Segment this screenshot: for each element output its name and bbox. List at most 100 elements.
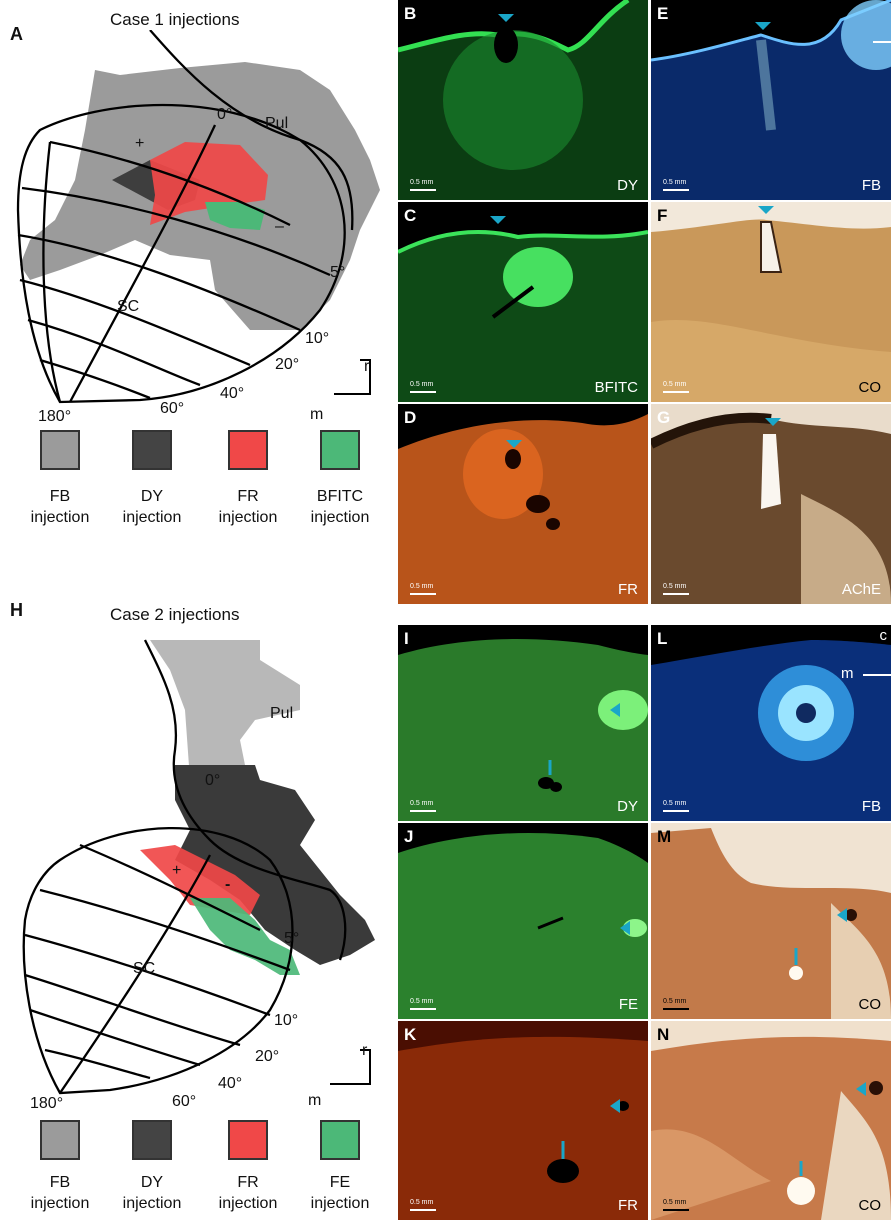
case1-deg-10: 10° <box>305 330 330 347</box>
case2-sc-map-diagram <box>22 639 375 1095</box>
panel-label-a: A <box>10 24 23 44</box>
case1-pul-label: Pul <box>265 115 289 132</box>
case1-deg-5: 5° <box>330 264 346 281</box>
stain-label: CO <box>858 1197 882 1214</box>
legend-swatch-fb <box>40 430 80 470</box>
case2-deg-180: 180° <box>30 1095 64 1112</box>
arrowhead-icon <box>610 1099 620 1113</box>
legend-label-fr: FR injection <box>218 1174 278 1212</box>
photo-label: N <box>657 1025 670 1044</box>
scale-bar: 0.5 mm <box>663 998 690 1010</box>
photo-panel-c: C BFITC 0.5 mm <box>398 202 648 402</box>
photo-panel-k: K FR 0.5 mm <box>398 1021 648 1220</box>
scale-bar: 0.5 mm <box>410 583 437 595</box>
photo-panel-g: G AChE 0.5 mm <box>651 404 891 604</box>
legend-label-dy: DY injection <box>122 488 182 526</box>
photo-panel-b: B DY 0.5 mm <box>398 0 648 200</box>
photo-panel-l: L c m FB 0.5 mm <box>651 625 891 821</box>
bfitc-injection-region <box>205 202 265 230</box>
sc-outline <box>16 103 346 404</box>
stain-label: FR <box>618 581 638 598</box>
case1-deg-0: 0° <box>217 106 233 123</box>
case1-sc-map-diagram <box>16 30 380 404</box>
arrowhead-icon <box>837 908 847 922</box>
arrowhead-icon <box>856 1082 866 1096</box>
photo-label: M <box>657 827 672 846</box>
legend-label-dy: DY injection <box>122 1174 182 1212</box>
scale-bar: 0.5 mm <box>663 1199 690 1211</box>
arrowhead-icon <box>610 703 620 717</box>
fe-injection-region <box>190 898 300 975</box>
case2-deg-20: 20° <box>255 1048 280 1065</box>
scale-bar: 0.5 mm <box>410 381 437 393</box>
legend-label-fb: FB injection <box>30 1174 90 1212</box>
arrowhead-icon <box>765 418 781 426</box>
case2-deg-0: 0° <box>205 772 221 789</box>
vertical-meridian <box>68 124 217 403</box>
meridian-0 <box>149 30 354 231</box>
arrowhead-icon <box>490 216 506 224</box>
photo-label: G <box>657 408 671 427</box>
photo-label: C <box>404 206 417 225</box>
legend-label-fb: FB injection <box>30 488 90 526</box>
photo-panel-e: E FB 0.5 mm <box>651 0 891 200</box>
fb-injection-region <box>150 640 300 855</box>
stain-label: DY <box>617 798 638 815</box>
stain-label: AChE <box>841 581 881 598</box>
legend-swatch-fr <box>228 430 268 470</box>
case2-deg-5: 5° <box>284 930 300 947</box>
stain-label: FB <box>861 798 881 815</box>
fr-injection-region <box>150 142 268 225</box>
case1-orientation-r: r <box>364 358 370 375</box>
case2-orientation-r: r <box>362 1042 368 1059</box>
stain-label: FR <box>618 1197 638 1214</box>
case1-orientation-m: m <box>310 406 324 423</box>
photo-label: F <box>657 206 668 225</box>
legend-swatch-dy <box>132 1120 172 1160</box>
scale-bar: 0.5 mm <box>663 800 690 812</box>
dy-injection-region <box>175 765 375 965</box>
photo-label: J <box>404 827 414 846</box>
case2-deg-40: 40° <box>218 1075 243 1092</box>
legend-label-fr: FR injection <box>218 488 278 526</box>
photo-panel-j: J FE 0.5 mm <box>398 823 648 1019</box>
case2-deg-60: 60° <box>172 1093 197 1110</box>
case2-title: Case 2 injections <box>110 605 240 624</box>
scale-bar: 0.5 mm <box>663 179 690 191</box>
lgn-boundary <box>143 639 347 961</box>
vertical-meridian <box>59 854 212 1094</box>
panel-label-h: H <box>10 600 23 620</box>
photo-label: L <box>657 629 668 648</box>
stain-label: CO <box>858 996 882 1013</box>
scale-bar: 0.5 mm <box>663 583 690 595</box>
scale-bar: 0.5 mm <box>410 179 437 191</box>
fr-injection-region <box>140 845 260 915</box>
arrowhead-icon <box>620 921 630 935</box>
case2-sc-label: SC <box>133 960 156 977</box>
scale-bar: 0.5 mm <box>410 1199 437 1211</box>
case1-plus-label: + <box>135 135 145 152</box>
legend-swatch-dy <box>132 430 172 470</box>
photo-panel-n: N CO 0.5 mm <box>651 1021 891 1220</box>
photo-panel-d: D FR 0.5 mm <box>398 404 648 604</box>
legend-swatch-bfitc <box>320 430 360 470</box>
arrowhead-icon <box>758 206 774 214</box>
photo-panel-i: I DY 0.5 mm <box>398 625 648 821</box>
corner-label: c <box>879 627 888 644</box>
case1-sc-label: SC <box>117 298 140 315</box>
case1-deg-60: 60° <box>160 400 185 417</box>
photo-label: D <box>404 408 417 427</box>
orientation-m-label: m <box>841 665 854 682</box>
photo-label: K <box>404 1025 417 1044</box>
scale-bar: 0.5 mm <box>410 998 437 1010</box>
photo-panel-f: F CO 0.5 mm <box>651 202 891 402</box>
legend-swatch-fb <box>40 1120 80 1160</box>
case2-deg-10: 10° <box>274 1012 299 1029</box>
stain-label: FB <box>861 177 881 194</box>
case1-deg-40: 40° <box>220 385 245 402</box>
sc-outline <box>22 826 294 1095</box>
case1-minus-label: – <box>275 218 284 235</box>
legend-label-fe: FE injection <box>310 1174 370 1212</box>
case1-deg-20: 20° <box>275 356 300 373</box>
scale-bar: 0.5 mm <box>410 800 437 812</box>
